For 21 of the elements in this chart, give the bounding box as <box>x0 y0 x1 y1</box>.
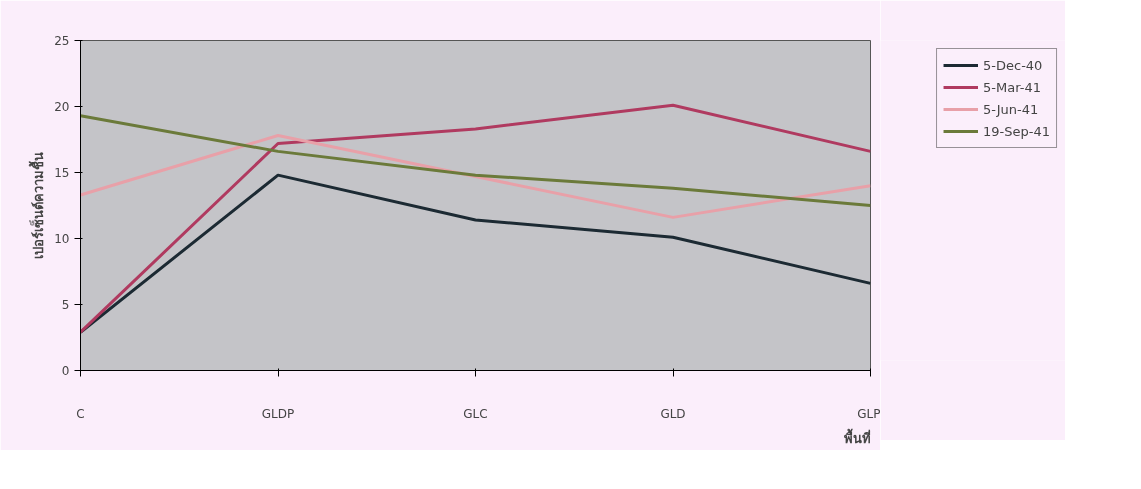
x-tick-label: C <box>76 406 85 421</box>
x-tick-label: GLDP <box>261 406 295 421</box>
line-series <box>80 103 871 334</box>
x-axis-title: พื้นที่ <box>843 427 871 446</box>
y-tick-label: 20 <box>54 100 70 114</box>
y-tick-label: 10 <box>54 232 70 246</box>
line-series <box>80 173 871 334</box>
legend-label: 19-Sep-41 <box>983 123 1050 139</box>
y-tick-label: 25 <box>54 34 70 48</box>
x-tick-label: GLC <box>463 406 488 421</box>
y-tick-label: 0 <box>61 364 70 378</box>
legend-label: 5-Jun-41 <box>983 101 1039 117</box>
legend-label: 5-Mar-41 <box>983 79 1041 95</box>
line-series <box>80 114 871 207</box>
legend-label: 5-Dec-40 <box>983 57 1043 73</box>
x-tick-label: GLD <box>660 406 686 421</box>
y-tick-label: 15 <box>54 166 70 180</box>
y-axis-title: เปอร์เซ็นต์ความชื้น <box>28 152 47 259</box>
line-series <box>80 134 871 219</box>
y-tick-label: 5 <box>61 298 70 312</box>
x-tick-label: GLP <box>857 406 881 421</box>
